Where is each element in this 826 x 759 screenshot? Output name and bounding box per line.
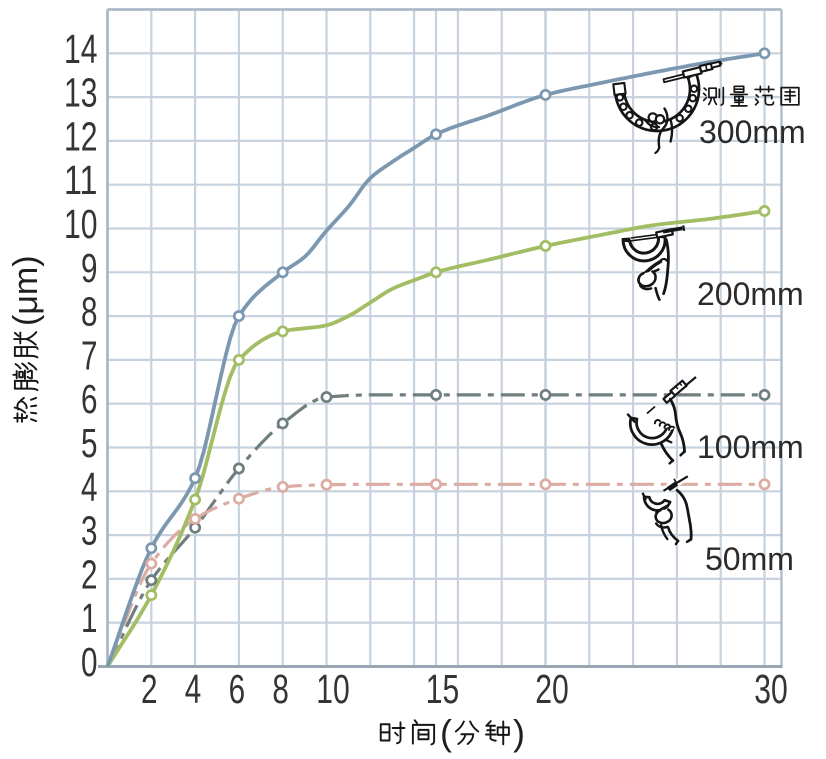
- svg-text:20: 20: [535, 666, 569, 712]
- svg-text:11: 11: [64, 157, 98, 203]
- svg-text:8: 8: [81, 289, 98, 335]
- svg-text:10: 10: [64, 201, 98, 247]
- svg-text:4: 4: [81, 464, 98, 510]
- svg-text:50mm: 50mm: [705, 541, 794, 577]
- svg-text:15: 15: [426, 666, 460, 712]
- svg-text:300mm: 300mm: [699, 114, 806, 150]
- svg-text:9: 9: [81, 245, 98, 291]
- svg-text:200mm: 200mm: [697, 276, 804, 312]
- svg-text:6: 6: [229, 666, 246, 712]
- svg-text:100mm: 100mm: [697, 429, 804, 465]
- svg-text:): ): [513, 712, 525, 753]
- svg-text:(: (: [440, 712, 452, 753]
- svg-text:3: 3: [81, 508, 98, 554]
- svg-text:0: 0: [81, 639, 98, 685]
- svg-text:14: 14: [64, 26, 98, 72]
- svg-text:10: 10: [316, 666, 350, 712]
- svg-text:(μm): (μm): [7, 255, 45, 326]
- svg-text:4: 4: [185, 666, 202, 712]
- svg-text:2: 2: [81, 551, 98, 597]
- svg-text:2: 2: [141, 666, 158, 712]
- svg-text:6: 6: [81, 376, 98, 422]
- svg-text:8: 8: [272, 666, 289, 712]
- svg-text:7: 7: [81, 332, 98, 378]
- svg-text:30: 30: [754, 666, 788, 712]
- svg-text:13: 13: [64, 70, 98, 116]
- svg-text:5: 5: [81, 420, 98, 466]
- svg-text:1: 1: [81, 595, 98, 641]
- svg-text:12: 12: [64, 113, 98, 159]
